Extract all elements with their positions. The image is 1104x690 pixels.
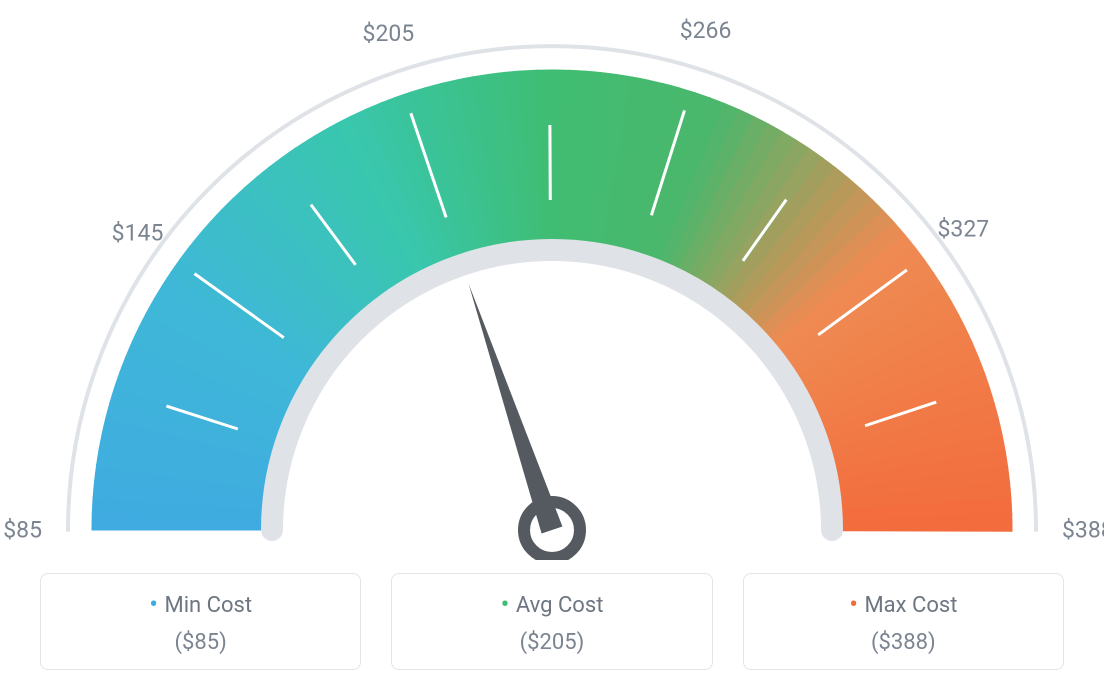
gauge-tick-label: $266 xyxy=(680,17,732,44)
legend-row: Min Cost ($85) Avg Cost ($205) Max Cost … xyxy=(40,573,1064,670)
legend-title-min: Min Cost xyxy=(51,590,350,620)
legend-title-avg: Avg Cost xyxy=(402,590,701,620)
gauge-tick-label: $327 xyxy=(937,215,989,242)
legend-card-min: Min Cost ($85) xyxy=(40,573,361,670)
gauge-tick-label: $205 xyxy=(363,20,415,47)
gauge-svg xyxy=(0,0,1104,560)
legend-value-min: ($85) xyxy=(51,630,350,655)
cost-gauge-chart: $85 $145 $205 $266 $327 $388 xyxy=(0,0,1104,560)
gauge-tick-label: $145 xyxy=(112,219,164,246)
legend-value-max: ($388) xyxy=(754,630,1053,655)
legend-card-max: Max Cost ($388) xyxy=(743,573,1064,670)
gauge-tick-label: $85 xyxy=(3,517,42,544)
legend-value-avg: ($205) xyxy=(402,630,701,655)
legend-title-max: Max Cost xyxy=(754,590,1053,620)
legend-card-avg: Avg Cost ($205) xyxy=(391,573,712,670)
gauge-tick-label: $388 xyxy=(1062,517,1104,544)
